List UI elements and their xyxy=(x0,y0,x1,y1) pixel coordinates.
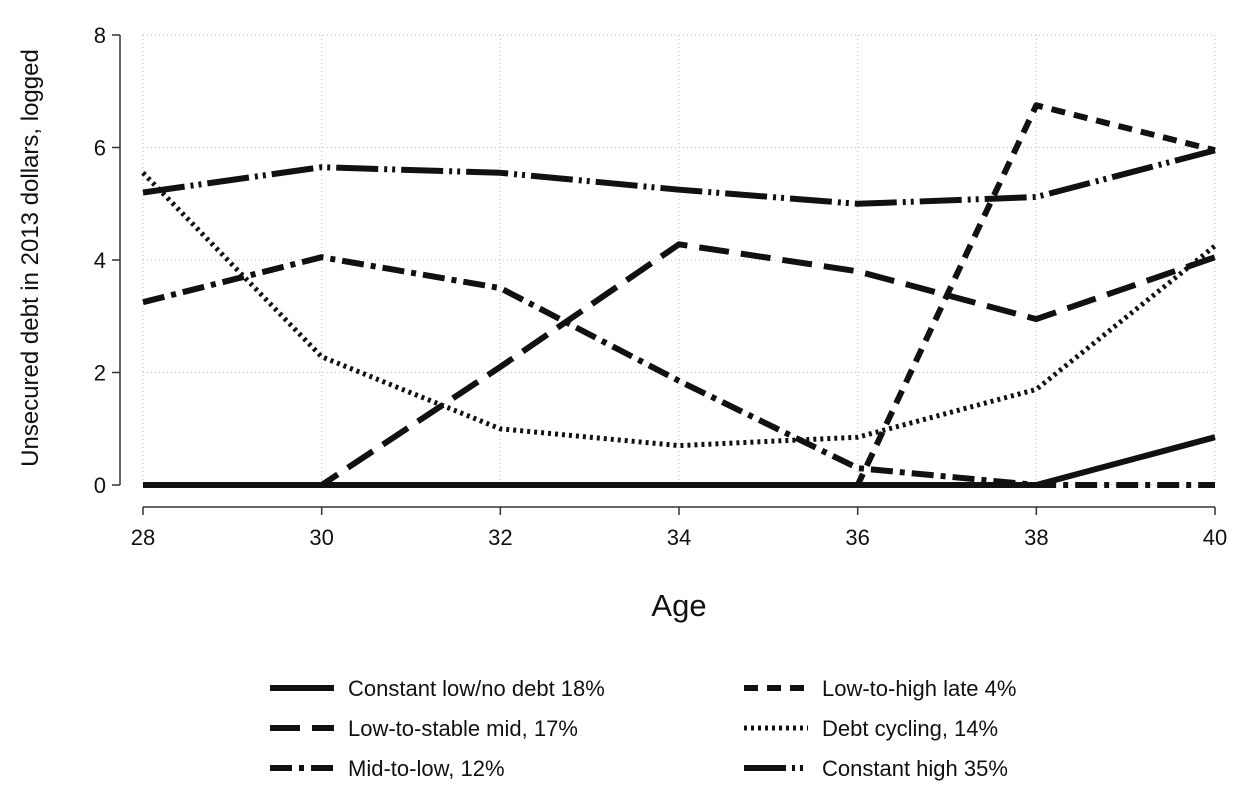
series-line-3 xyxy=(141,171,1217,449)
y-tick-label: 0 xyxy=(94,473,106,498)
x-tick-label: 30 xyxy=(309,525,333,550)
x-tick-label: 36 xyxy=(845,525,869,550)
x-tick-label: 34 xyxy=(667,525,691,550)
y-tick-label: 6 xyxy=(94,136,106,161)
series-line-5 xyxy=(142,147,1216,207)
legend: Constant low/no debt 18% Low-to-high late… xyxy=(270,676,1016,781)
series-line-0 xyxy=(143,434,1216,488)
x-tick-label: 40 xyxy=(1203,525,1227,550)
x-tick-label: 28 xyxy=(131,525,155,550)
axes xyxy=(112,34,1216,515)
legend-label-5: Constant high 35% xyxy=(822,756,1008,781)
legend-label-1: Low-to-high late 4% xyxy=(822,676,1016,701)
legend-label-4: Mid-to-low, 12% xyxy=(348,756,505,781)
series-lines xyxy=(141,102,1217,488)
y-tick-label: 2 xyxy=(94,361,106,386)
y-tick-label: 4 xyxy=(94,248,106,273)
y-axis-title: Unsecured debt in 2013 dollars, logged xyxy=(17,49,44,467)
legend-label-0: Constant low/no debt 18% xyxy=(348,676,605,701)
x-tick-label: 38 xyxy=(1024,525,1048,550)
legend-label-2: Low-to-stable mid, 17% xyxy=(348,716,578,741)
series-line-2 xyxy=(143,241,1216,488)
y-tick-label: 8 xyxy=(94,23,106,48)
legend-label-3: Debt cycling, 14% xyxy=(822,716,998,741)
x-axis-title: Age xyxy=(651,588,706,623)
x-tick-label: 32 xyxy=(488,525,512,550)
tick-labels: 0 2 4 6 8 28 30 32 34 36 38 40 xyxy=(94,23,1227,550)
